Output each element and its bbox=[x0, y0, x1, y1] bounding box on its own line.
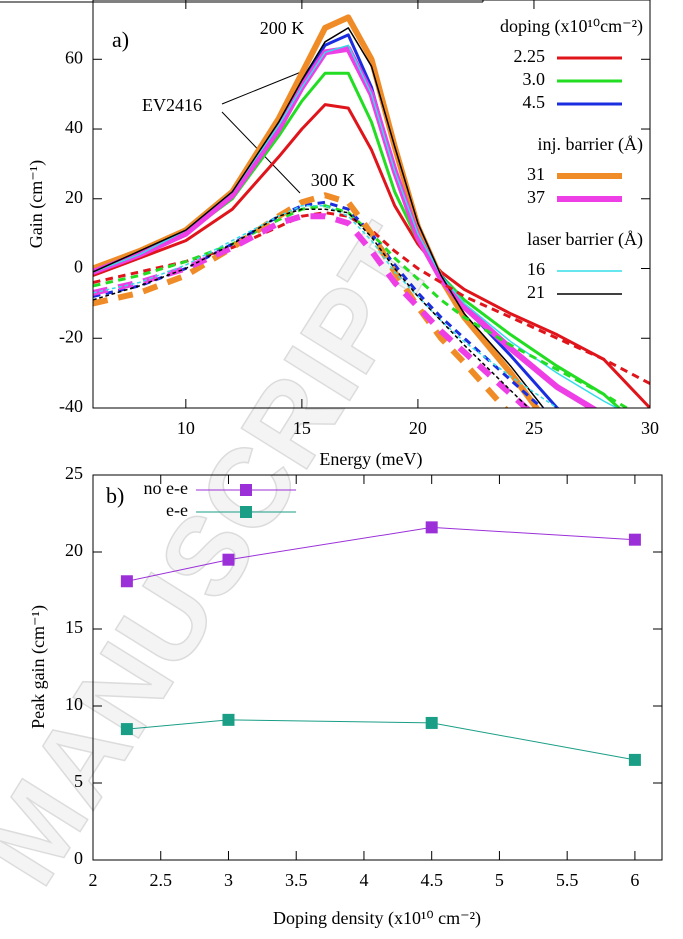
annotation: 200 K bbox=[260, 18, 305, 38]
y-tick-label: -20 bbox=[59, 326, 83, 346]
legend-label: 4.5 bbox=[523, 92, 546, 112]
y-tick-label: -40 bbox=[59, 396, 83, 416]
annotation-pointer bbox=[221, 69, 307, 105]
dashed-line bbox=[93, 204, 559, 408]
y-tick-label: 20 bbox=[65, 187, 83, 207]
legend-swatch bbox=[240, 484, 252, 496]
plot-frame bbox=[92, 474, 663, 861]
y-axis-label: Gain (cm⁻¹) bbox=[26, 160, 47, 248]
annotation: 300 K bbox=[311, 170, 356, 190]
x-tick-label: 10 bbox=[177, 418, 195, 438]
y-tick-label: 20 bbox=[65, 540, 83, 560]
y-tick-label: 60 bbox=[65, 47, 83, 67]
dashed-line bbox=[93, 213, 531, 408]
dashed-line bbox=[93, 208, 530, 408]
legend-label: 37 bbox=[527, 187, 545, 207]
line bbox=[93, 103, 650, 408]
x-axis-label: Doping density (x10¹⁰ cm⁻²) bbox=[273, 908, 481, 929]
legend-title: doping (x10¹⁰cm⁻²) bbox=[500, 16, 643, 37]
plot-area bbox=[126, 526, 635, 761]
legend-swatch bbox=[240, 506, 252, 518]
y-tick-label: 0 bbox=[74, 257, 83, 277]
y-tick-label: 10 bbox=[65, 694, 83, 714]
legend-label: 31 bbox=[527, 164, 545, 184]
x-tick-label: 4 bbox=[359, 870, 368, 890]
legend-title: laser barrier (Å) bbox=[527, 229, 643, 250]
legend-label: 21 bbox=[527, 282, 545, 302]
y-tick-label: 15 bbox=[65, 617, 83, 637]
legend-title: inj. barrier (Å) bbox=[538, 134, 643, 155]
annotation: b) bbox=[106, 483, 124, 508]
y-tick-label: 40 bbox=[65, 117, 83, 137]
x-tick-label: 25 bbox=[525, 418, 543, 438]
annotation: EV2416 bbox=[142, 95, 202, 115]
x-tick-label: 3.5 bbox=[285, 870, 308, 890]
x-tick-label: 5 bbox=[495, 870, 504, 890]
marker bbox=[222, 553, 235, 566]
legend-label: 3.0 bbox=[523, 69, 546, 89]
x-tick-label: 5.5 bbox=[556, 870, 579, 890]
marker bbox=[425, 521, 438, 534]
y-tick-label: 5 bbox=[74, 771, 83, 791]
x-tick-label: 20 bbox=[409, 418, 427, 438]
legend-label: 16 bbox=[527, 259, 545, 279]
x-tick-label: 4.5 bbox=[420, 870, 443, 890]
marker bbox=[120, 723, 133, 736]
x-tick-label: 3 bbox=[224, 870, 233, 890]
x-axis-label: Energy (meV) bbox=[319, 449, 422, 470]
marker bbox=[628, 533, 641, 546]
y-tick-label: 25 bbox=[65, 463, 83, 483]
line bbox=[93, 27, 545, 408]
line bbox=[126, 526, 635, 582]
y-tick-label: 0 bbox=[74, 848, 83, 868]
x-tick-label: 30 bbox=[641, 418, 659, 438]
x-tick-label: 2 bbox=[89, 870, 98, 890]
line bbox=[126, 719, 635, 761]
marker bbox=[425, 716, 438, 729]
x-tick-label: 15 bbox=[293, 418, 311, 438]
marker bbox=[120, 575, 133, 588]
marker bbox=[628, 753, 641, 766]
legend-label: e-e bbox=[166, 500, 188, 520]
x-tick-label: 6 bbox=[630, 870, 639, 890]
plot-frame bbox=[92, 0, 651, 409]
annotation: a) bbox=[112, 27, 129, 52]
legend-label: 2.25 bbox=[514, 46, 546, 66]
y-axis-label: Peak gain (cm⁻¹) bbox=[28, 605, 49, 729]
plot-area bbox=[93, 14, 650, 408]
x-tick-label: 2.5 bbox=[149, 870, 172, 890]
legend-label: no e-e bbox=[144, 478, 188, 498]
marker bbox=[222, 713, 235, 726]
